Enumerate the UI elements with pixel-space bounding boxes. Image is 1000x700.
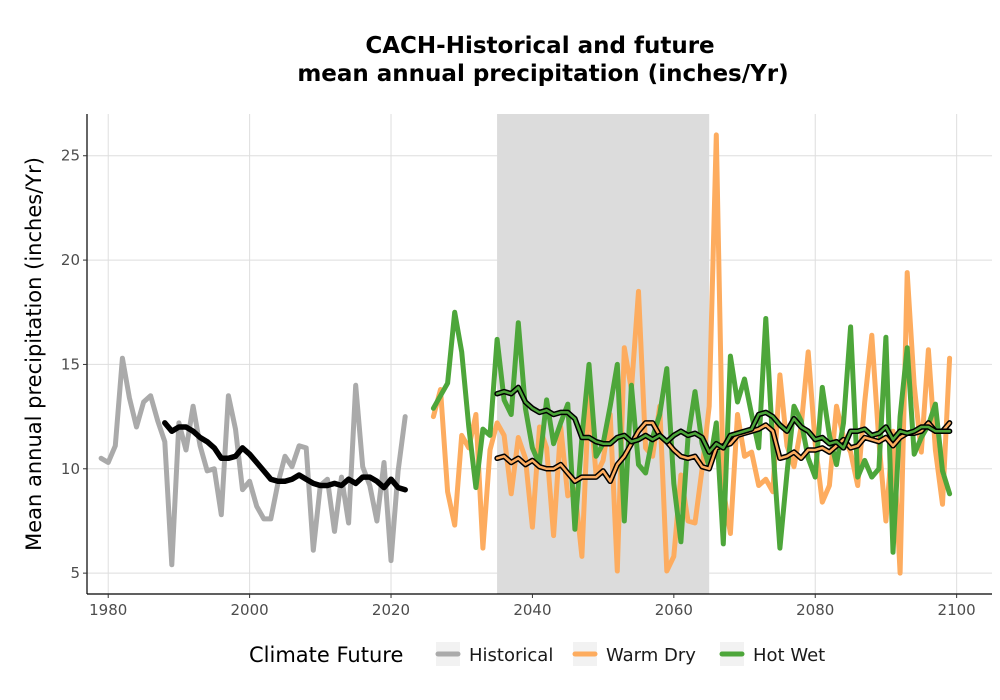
- chart-title: CACH-Historical and future: [365, 33, 714, 59]
- legend-item-warm-dry: Warm Dry: [572, 642, 696, 666]
- y-tick-label: 5: [70, 564, 80, 582]
- legend-title: Climate Future: [249, 643, 403, 667]
- legend-item-historical: Historical: [435, 642, 553, 666]
- legend-label: Historical: [469, 645, 553, 666]
- y-tick-label: 15: [61, 355, 80, 373]
- y-tick-label: 20: [61, 251, 80, 269]
- y-tick-label: 25: [61, 147, 80, 165]
- y-axis-title: Mean annual precipitation (inches/Yr): [22, 157, 46, 551]
- x-tick-label: 1980: [89, 601, 127, 619]
- legend-label: Hot Wet: [753, 645, 825, 666]
- y-tick-label: 10: [61, 460, 80, 478]
- x-tick-label: 2040: [513, 601, 551, 619]
- legend: Climate Future Historical Warm Dry Hot Wet: [249, 642, 825, 667]
- series-historical: [98, 355, 408, 568]
- rolling-mean-outline: [162, 420, 408, 493]
- chart-subtitle: mean annual precipitation (inches/Yr): [297, 61, 788, 87]
- series-warm-dry: [430, 132, 953, 576]
- x-tick-label: 2000: [231, 601, 269, 619]
- x-tick-label: 2100: [938, 601, 976, 619]
- series-hot-wet-rolling-mean: [494, 384, 953, 455]
- x-tick-label: 2080: [796, 601, 834, 619]
- legend-label: Warm Dry: [606, 645, 696, 666]
- legend-item-hot-wet: Hot Wet: [719, 642, 825, 666]
- series-lines: [98, 132, 953, 576]
- x-tick-label: 2060: [655, 601, 693, 619]
- x-tick-label: 2020: [372, 601, 410, 619]
- series-hot-wet: [430, 309, 953, 555]
- series-historical-rolling-mean: [162, 420, 408, 493]
- rolling-mean-line: [495, 386, 951, 454]
- axes: 1980 2000 2020 2040 2060 2080 2100 5 10 15 20 25: [61, 114, 992, 619]
